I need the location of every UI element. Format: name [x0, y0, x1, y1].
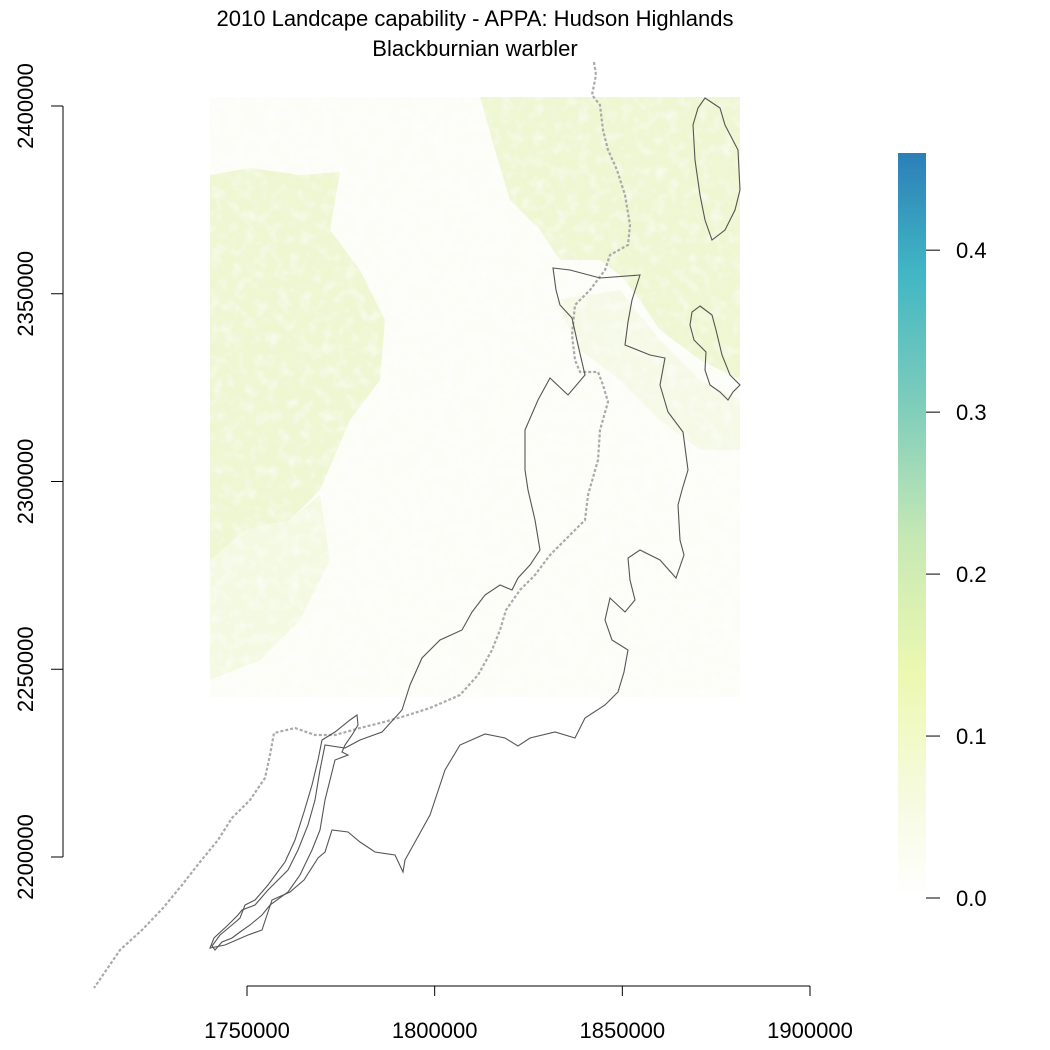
boundary-east-lake	[689, 305, 741, 401]
y-tick-label: 2400000	[13, 63, 38, 149]
map-title: 2010 Landcape capability - APPA: Hudson …	[216, 6, 734, 31]
y-tick-label: 2300000	[13, 439, 38, 525]
color-legend: 0.0 0.1 0.2 0.3 0.4	[898, 153, 987, 911]
boundary-west-strip	[211, 714, 359, 951]
legend-tick-label: 0.0	[956, 886, 987, 911]
x-tick-label: 1750000	[204, 1018, 290, 1043]
boundaries	[209, 97, 741, 951]
x-tick-label: 1800000	[392, 1018, 478, 1043]
legend-tick-label: 0.1	[956, 724, 987, 749]
boundary-main	[209, 267, 689, 949]
legend-tick-label: 0.4	[956, 238, 987, 263]
y-axis: 2200000 2250000 2300000 2350000 2400000	[13, 63, 64, 900]
y-tick-label: 2250000	[13, 626, 38, 712]
color-legend-bar	[898, 153, 926, 898]
x-tick-label: 1850000	[580, 1018, 666, 1043]
x-tick-label: 1900000	[767, 1018, 853, 1043]
y-tick-label: 2350000	[13, 251, 38, 337]
map-subtitle: Blackburnian warbler	[372, 36, 578, 61]
capability-raster	[210, 97, 740, 697]
x-axis: 1750000 1800000 1850000 1900000	[204, 985, 853, 1043]
raster-speckle	[210, 97, 740, 697]
boundary-northeast-lake	[692, 97, 741, 241]
y-tick-label: 2200000	[13, 814, 38, 900]
trail-line	[93, 61, 632, 989]
legend-tick-label: 0.3	[956, 400, 987, 425]
legend-tick-label: 0.2	[956, 562, 987, 587]
